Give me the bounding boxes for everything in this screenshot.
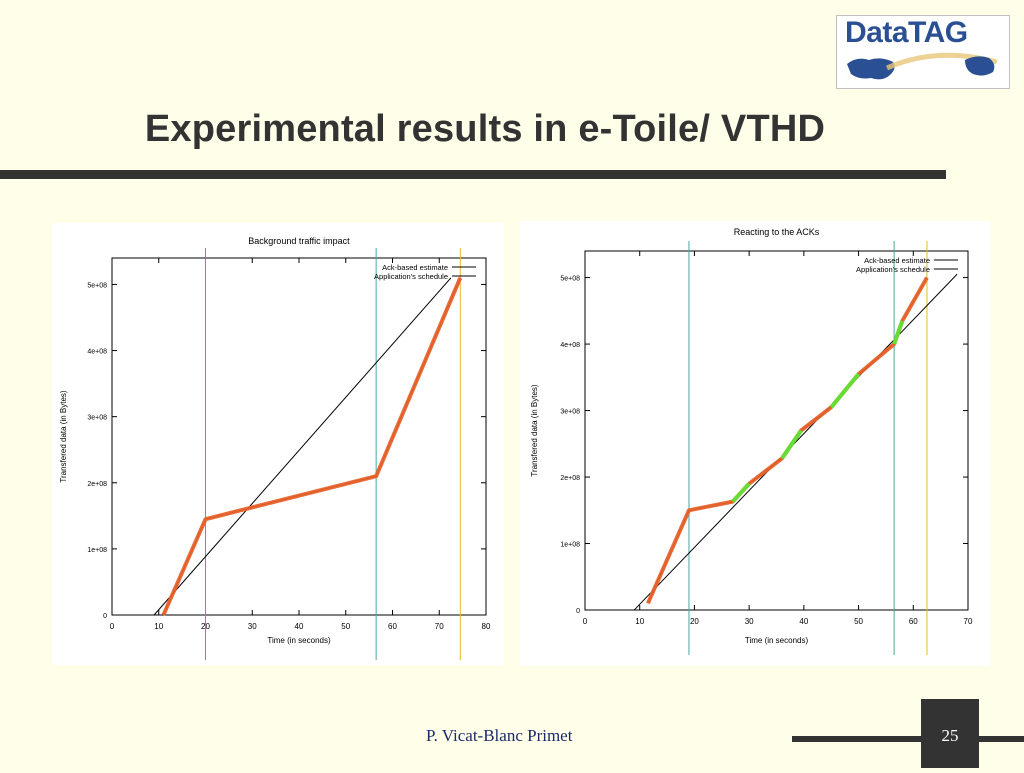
- x-tick-label: 0: [110, 622, 115, 631]
- highlight-segment: [892, 320, 905, 345]
- footer-divider: [792, 736, 1024, 742]
- footer-author: P. Vicat-Blanc Primet: [426, 726, 573, 745]
- x-tick-label: 40: [799, 617, 808, 626]
- highlight-segment: [780, 429, 803, 460]
- legend-label: Ack-based estimate: [382, 263, 448, 272]
- y-tick-label: 0: [103, 613, 107, 620]
- y-tick-label: 1e+08: [87, 547, 107, 554]
- logo-map-icon: [847, 52, 998, 80]
- chart-title: Background traffic impact: [248, 236, 350, 246]
- y-tick-label: 4e+08: [560, 342, 580, 349]
- x-tick-label: 30: [248, 622, 257, 631]
- x-tick-label: 40: [295, 622, 304, 631]
- series-line-schedule: [633, 273, 958, 611]
- x-axis-label: Time (in seconds): [267, 636, 331, 645]
- y-tick-label: 3e+08: [87, 415, 107, 422]
- legend-label: Ack-based estimate: [864, 256, 930, 265]
- highlight-segment: [829, 372, 861, 409]
- y-axis-label: Transfered data (in Bytes): [530, 384, 539, 477]
- title-divider: [0, 170, 946, 179]
- chart-title: Reacting to the ACKs: [734, 227, 820, 237]
- slide-title: Experimental results in e-Toile/ VTHD: [144, 108, 826, 150]
- x-tick-label: 10: [635, 617, 644, 626]
- y-tick-label: 0: [576, 608, 580, 615]
- series-line-estimate-thin: [647, 277, 928, 604]
- x-tick-label: 60: [909, 617, 918, 626]
- y-tick-label: 2e+08: [560, 475, 580, 482]
- x-tick-label: 20: [690, 617, 699, 626]
- series-line-schedule: [153, 277, 452, 616]
- series-line-estimate-thin: [162, 277, 461, 616]
- legend-label: Application's schedule: [856, 265, 930, 274]
- x-tick-label: 80: [482, 622, 491, 631]
- y-tick-label: 3e+08: [560, 409, 580, 416]
- plot-frame: [111, 257, 487, 616]
- x-axis-label: Time (in seconds): [745, 636, 809, 645]
- y-axis-label: Transfered data (in Bytes): [59, 390, 68, 483]
- y-tick-label: 2e+08: [87, 481, 107, 488]
- chart-reacting-acks: Reacting to the ACKs 0 10 20 30 40 50 60 70 0 1e+0…: [530, 227, 973, 655]
- legend-label: Application's schedule: [374, 272, 448, 281]
- logo-text: DataTAG: [845, 16, 968, 49]
- y-tick-label: 4e+08: [87, 349, 107, 356]
- series-line-estimate: [161, 277, 463, 616]
- chart-panel-right: Reacting to the ACKs 0 10 20 30 40 50 60 70 0 1e+0…: [520, 221, 990, 666]
- x-tick-label: 30: [745, 617, 754, 626]
- datatag-logo: DataTAG: [836, 15, 1010, 89]
- x-tick-label: 70: [964, 617, 973, 626]
- x-tick-label: 50: [854, 617, 863, 626]
- y-tick-label: 5e+08: [87, 282, 107, 289]
- x-tick-label: 10: [154, 622, 163, 631]
- series-line-estimate: [646, 276, 929, 605]
- y-tick-label: 5e+08: [560, 276, 580, 283]
- highlight-segment: [731, 482, 751, 503]
- y-tick-label: 1e+08: [560, 542, 580, 549]
- x-tick-label: 70: [435, 622, 444, 631]
- plot-frame: [584, 250, 969, 611]
- x-tick-label: 50: [341, 622, 350, 631]
- chart-panel-left: Background traffic impact 0 10 20 30 40 50 60 70…: [52, 223, 504, 665]
- x-tick-label: 60: [388, 622, 397, 631]
- x-tick-label: 0: [583, 617, 588, 626]
- page-number: 25: [921, 699, 979, 768]
